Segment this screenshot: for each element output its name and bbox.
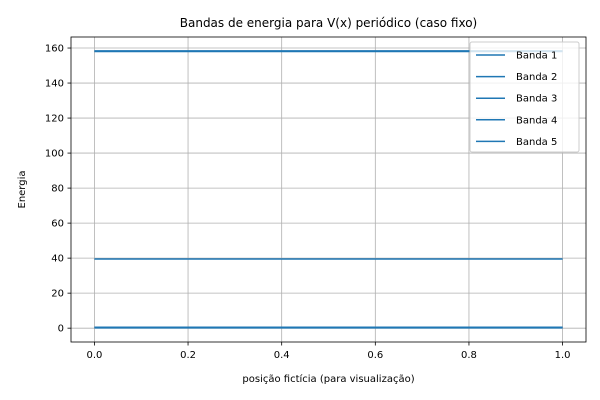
y-tick-label: 100: [45, 149, 64, 160]
x-tick-label: 0.6: [367, 350, 383, 361]
y-tick-label: 80: [51, 184, 64, 195]
y-tick-label: 0: [58, 324, 64, 335]
x-axis-ticks: 0.0 0.2 0.4 0.6 0.8 1.0: [86, 342, 571, 361]
legend-label: Banda 4: [516, 115, 557, 126]
plot-frame: [70, 36, 587, 343]
legend-label: Banda 5: [516, 137, 557, 148]
x-tick-label: 0.4: [274, 350, 290, 361]
y-axis-label: Energia: [17, 171, 28, 209]
chart-title: Bandas de energia para V(x) periódico (c…: [180, 16, 478, 30]
legend: Banda 1 Banda 2 Banda 3 Banda 4 Banda 5: [469, 41, 580, 153]
y-tick-label: 60: [51, 219, 64, 230]
x-axis-label: posição fictícia (para visualização): [242, 373, 414, 385]
legend-box: [469, 41, 580, 153]
legend-label: Banda 2: [516, 72, 557, 83]
legend-label: Banda 3: [516, 94, 557, 105]
y-tick-label: 20: [51, 289, 64, 300]
x-tick-label: 0.0: [86, 350, 102, 361]
y-axis-ticks: 0 20 40 60 80 100 120 140 160: [45, 44, 71, 335]
y-tick-label: 160: [45, 44, 64, 55]
y-tick-label: 40: [51, 254, 64, 265]
legend-label: Banda 1: [516, 51, 557, 62]
x-tick-label: 0.2: [180, 350, 196, 361]
x-tick-label: 0.8: [461, 350, 477, 361]
y-tick-label: 140: [45, 79, 64, 90]
x-tick-label: 1.0: [555, 350, 571, 361]
y-tick-label: 120: [45, 114, 64, 125]
